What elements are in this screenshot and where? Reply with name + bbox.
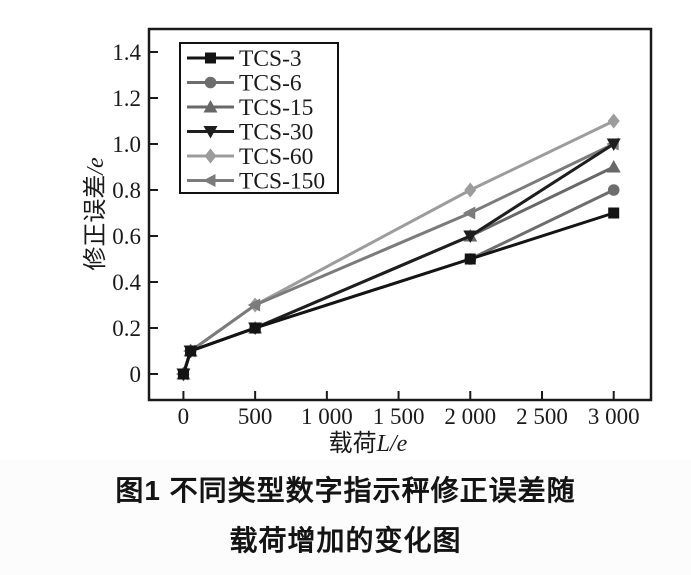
y-axis-label: 修正误差/e — [82, 157, 109, 271]
y-tick-label: 0.6 — [112, 224, 141, 249]
y-tick-label: 1.0 — [112, 132, 141, 157]
x-tick-label: 3 000 — [588, 404, 640, 429]
series-TCS-3 — [177, 207, 620, 380]
legend-item-TCS-15: TCS-15 — [187, 95, 313, 121]
marker-square — [249, 322, 261, 334]
marker-square — [608, 207, 620, 219]
marker-triangle-left — [203, 174, 216, 187]
marker-circle — [204, 76, 217, 89]
marker-triangle-left — [462, 206, 476, 220]
x-axis-label: 载荷L/e — [329, 430, 408, 457]
y-tick-label: 0.8 — [112, 178, 141, 203]
legend-label: TCS-3 — [239, 46, 302, 72]
marker-diamond — [204, 148, 217, 164]
line-chart: 0 500 1 000 1 500 2 000 2 500 3 000 0 0.2 0.4 0.6 0… — [0, 0, 691, 460]
chart-background — [0, 0, 691, 460]
marker-diamond — [607, 113, 620, 129]
marker-square — [185, 345, 197, 357]
marker-square — [464, 253, 476, 265]
marker-triangle-up — [606, 160, 621, 173]
y-tick-label: 1.2 — [112, 86, 141, 111]
plot-border — [147, 27, 653, 402]
legend-item-TCS-30: TCS-30 — [187, 120, 313, 146]
marker-triangle-left — [247, 298, 261, 312]
caption-line-1: 图1 不同类型数字指示秤修正误差随 — [115, 475, 576, 506]
x-tick-label: 500 — [238, 404, 273, 429]
legend-item-TCS-150: TCS-150 — [187, 169, 325, 195]
marker-triangle-up — [203, 100, 218, 113]
legend-item-TCS-60: TCS-60 — [187, 144, 313, 170]
legend-label: TCS-60 — [239, 144, 313, 170]
marker-square — [177, 368, 189, 380]
marker-triangle-down — [203, 126, 218, 139]
legend-label: TCS-30 — [239, 120, 313, 146]
x-tick-label: 1 500 — [373, 404, 425, 429]
chart-svg: 0 500 1 000 1 500 2 000 2 500 3 000 0 0.2 0.4 0.6 0… — [0, 0, 691, 460]
y-tick-label: 0.2 — [112, 316, 141, 341]
marker-square — [205, 52, 216, 64]
marker-triangle-down — [463, 230, 478, 244]
figure-caption: 图1 不同类型数字指示秤修正误差随 载荷增加的变化图 — [0, 466, 691, 566]
marker-circle — [607, 184, 620, 196]
x-tick-label: 2 000 — [444, 404, 496, 429]
legend-label: TCS-6 — [239, 71, 302, 97]
legend-label: TCS-150 — [239, 169, 325, 195]
legend-item-TCS-6: TCS-6 — [187, 71, 302, 97]
legend-item-TCS-3: TCS-3 — [187, 46, 302, 72]
legend-label: TCS-15 — [239, 95, 313, 121]
legend-box — [179, 42, 339, 194]
x-tick-label: 1 000 — [301, 404, 353, 429]
y-tick-label: 0.4 — [112, 270, 141, 295]
x-tick-label: 2 500 — [516, 404, 568, 429]
y-tick-label: 1.4 — [112, 40, 141, 65]
marker-triangle-down — [606, 138, 621, 152]
x-tick-label: 0 — [178, 404, 190, 429]
y-tick-label: 0 — [130, 362, 142, 387]
marker-diamond — [464, 182, 477, 198]
caption-line-2: 载荷增加的变化图 — [229, 525, 462, 556]
